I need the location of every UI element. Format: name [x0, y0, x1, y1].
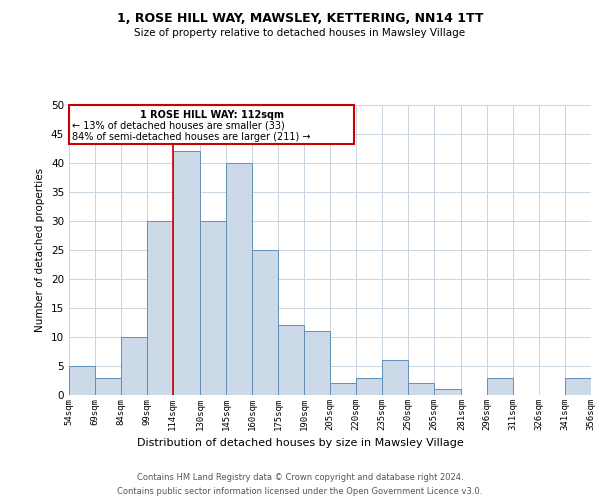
Bar [487, 378, 513, 395]
Bar [173, 152, 200, 395]
Text: 1 ROSE HILL WAY: 112sqm: 1 ROSE HILL WAY: 112sqm [140, 110, 284, 120]
Bar [330, 384, 356, 395]
Bar [147, 221, 173, 395]
Y-axis label: Number of detached properties: Number of detached properties [35, 168, 46, 332]
Text: Contains HM Land Registry data © Crown copyright and database right 2024.: Contains HM Land Registry data © Crown c… [137, 473, 463, 482]
Bar [565, 378, 591, 395]
Text: Distribution of detached houses by size in Mawsley Village: Distribution of detached houses by size … [137, 438, 463, 448]
Bar [408, 384, 434, 395]
Bar [434, 389, 461, 395]
Text: 1, ROSE HILL WAY, MAWSLEY, KETTERING, NN14 1TT: 1, ROSE HILL WAY, MAWSLEY, KETTERING, NN… [117, 12, 483, 26]
Bar [304, 331, 330, 395]
Bar [278, 326, 304, 395]
Text: Size of property relative to detached houses in Mawsley Village: Size of property relative to detached ho… [134, 28, 466, 38]
Bar [226, 163, 252, 395]
Bar [200, 221, 226, 395]
Text: Contains public sector information licensed under the Open Government Licence v3: Contains public sector information licen… [118, 486, 482, 496]
FancyBboxPatch shape [69, 105, 354, 144]
Bar [382, 360, 408, 395]
Text: 84% of semi-detached houses are larger (211) →: 84% of semi-detached houses are larger (… [73, 132, 311, 141]
Bar [356, 378, 382, 395]
Text: ← 13% of detached houses are smaller (33): ← 13% of detached houses are smaller (33… [73, 120, 285, 130]
Bar [252, 250, 278, 395]
Bar [69, 366, 95, 395]
Bar [95, 378, 121, 395]
Bar [121, 337, 147, 395]
